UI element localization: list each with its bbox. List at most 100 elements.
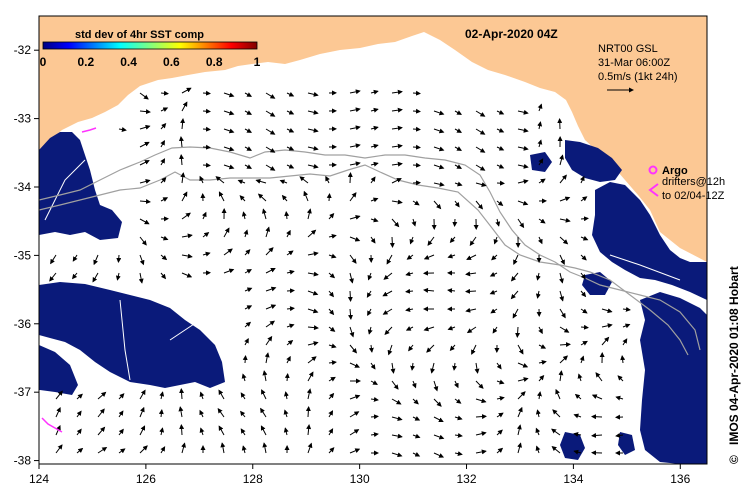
current-vector [218,191,225,202]
current-vector [202,144,211,150]
current-vector [423,287,435,293]
current-vector [515,326,521,338]
current-vector [181,253,193,259]
current-vector [513,254,519,265]
current-vector [433,398,442,407]
current-vector [328,253,337,259]
current-vector [433,434,445,440]
current-vector [286,164,295,169]
current-vector [97,446,108,454]
current-vector [160,107,169,112]
current-vector [496,429,503,436]
current-vector [580,254,587,261]
current-vector [559,290,565,302]
current-vector [139,406,145,418]
current-vector [412,433,421,439]
current-vector [391,143,403,149]
current-vector [405,271,414,277]
current-vector [496,164,505,169]
current-vector [286,229,291,238]
current-vector [50,254,57,265]
current-vector [349,236,361,242]
current-vector [555,388,561,400]
x-tick-label: 128 [243,472,263,486]
current-vector [574,393,582,400]
current-vector [517,406,523,418]
current-vector [382,308,393,315]
current-vector [517,200,529,206]
current-vector [118,127,127,132]
current-vector [139,445,148,454]
current-vector [367,308,372,317]
current-vector [580,235,589,241]
current-vector [349,411,360,418]
current-vector [615,395,624,401]
current-vector [454,380,459,389]
current-vector [265,110,276,117]
drifter-label-2: to 02/04-12Z [662,190,725,202]
current-vector [286,323,295,329]
current-vector [517,218,525,229]
x-tick-label: 136 [670,472,690,486]
current-vector [139,199,151,205]
x-axis: 124 126 128 130 132 134 136 [29,464,691,486]
current-vector [475,380,484,389]
colorbar-title: std dev of 4hr SST comp [75,29,204,41]
current-vector [386,254,393,265]
current-vector [115,272,121,281]
current-vector [215,176,225,184]
current-vector [517,377,529,382]
current-vector [223,146,235,152]
current-vector [580,272,586,280]
current-vector [412,200,420,206]
current-vector [580,196,588,202]
current-vector [160,158,166,166]
current-vector [517,127,529,133]
current-vector [454,415,463,421]
current-vector [577,373,583,382]
current-vector [391,398,402,405]
current-vector [475,128,486,135]
current-vector [241,211,247,220]
current-vector [496,110,505,115]
current-vector [512,308,519,319]
plot-frame [38,15,708,465]
current-vector [391,199,403,205]
current-vector [454,146,463,151]
current-vector [139,218,150,225]
current-vector [265,286,277,292]
current-vector [454,164,463,169]
current-vector [537,121,543,130]
current-vector [559,272,564,284]
current-vector [202,251,211,257]
colorbar-tick-label: 0.6 [163,55,180,69]
current-vector [535,290,541,299]
current-vector [411,380,417,389]
current-vector [580,290,587,298]
current-vector [199,409,204,418]
current-vector [558,370,564,382]
current-vector [391,178,402,184]
current-vector [286,146,295,151]
current-vector [454,110,463,115]
current-vector [286,92,295,97]
current-vector [139,179,151,184]
current-vector [307,325,319,331]
colorbar-tick-label: 0 [40,55,47,69]
current-vector [139,389,146,400]
current-vector [454,398,462,404]
current-vector [55,406,61,418]
current-vector [244,287,253,293]
y-tick-label: -33 [14,112,32,126]
current-vector [55,444,63,454]
current-vector [118,448,126,454]
current-vector [465,288,477,294]
current-vector [299,176,309,184]
current-vector [412,452,421,457]
x-tick-label: 124 [29,472,49,486]
current-vector [366,290,372,298]
current-vector [489,289,498,295]
current-vector [260,407,267,418]
current-vector [328,343,337,349]
current-vector [240,410,246,418]
